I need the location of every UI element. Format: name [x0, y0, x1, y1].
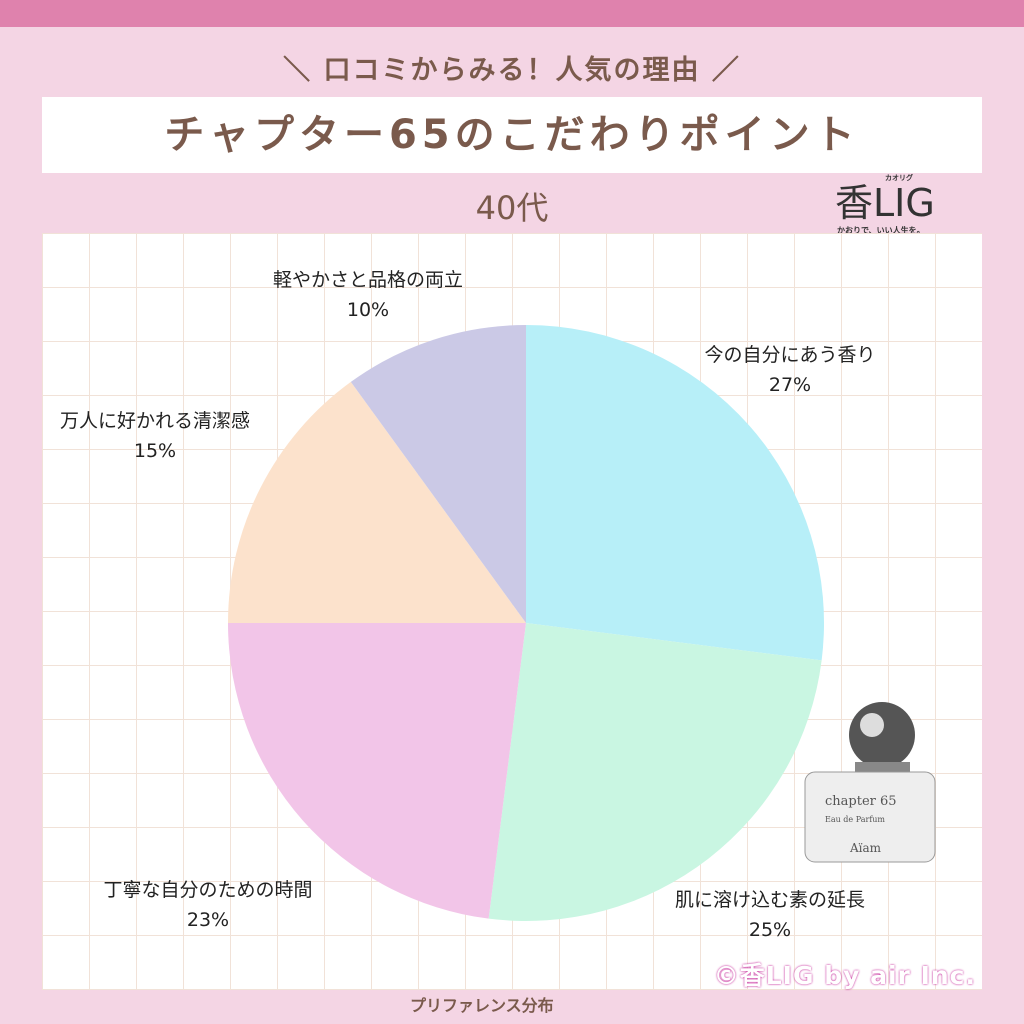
subtitle: ＼ 口コミからみる！人気の理由 ／	[283, 55, 741, 86]
pie-slice	[526, 325, 825, 661]
slice-label-value: 23%	[186, 909, 230, 931]
product-brand: Aïam	[849, 841, 882, 855]
slice-label: 万人に好かれる清潔感 15%	[60, 406, 250, 466]
slice-label: 今の自分にあう香り 27%	[704, 340, 875, 400]
top-bar	[0, 0, 1024, 27]
product-name: chapter 65	[825, 794, 897, 809]
page-title: チャプター65のこだわりポイント	[42, 97, 982, 173]
logo-ruby: カオリグ	[885, 174, 913, 182]
logo-tagline: かおりで、いい人生を。	[837, 226, 925, 235]
logo-text: 香LIG	[835, 181, 935, 225]
slice-label-text: 軽やかさと品格の両立	[272, 269, 464, 291]
slice-label-value: 10%	[346, 299, 390, 321]
perfume-bottle-image: chapter 65 Eau de Parfum Aïam	[800, 700, 940, 865]
copyright: ©香LIG by air Inc.	[713, 961, 976, 990]
age-group: 40代	[475, 189, 549, 227]
slice-label: 丁寧な自分のための時間 23%	[103, 875, 312, 935]
pie-slice	[488, 623, 822, 921]
slice-label-text: 丁寧な自分のための時間	[103, 879, 313, 901]
slice-label: 軽やかさと品格の両立 10%	[273, 265, 463, 325]
chart-caption: プリファレンス分布	[410, 996, 554, 1015]
pie-slice	[228, 623, 526, 919]
logo: カオリグ 香LIG かおりで、いい人生を。	[835, 174, 965, 238]
slice-label-value: 27%	[768, 374, 812, 396]
pie-slice	[350, 325, 526, 623]
slice-label-value: 25%	[748, 919, 792, 941]
product-type: Eau de Parfum	[825, 815, 885, 824]
pie-slice	[228, 381, 526, 623]
slice-label: 肌に溶け込む素の延長 25%	[675, 885, 865, 945]
slice-label-text: 今の自分にあう香り	[704, 344, 876, 366]
slice-label-text: 肌に溶け込む素の延長	[674, 889, 866, 911]
slice-label-value: 15%	[133, 440, 177, 462]
slice-label-text: 万人に好かれる清潔感	[59, 410, 251, 432]
